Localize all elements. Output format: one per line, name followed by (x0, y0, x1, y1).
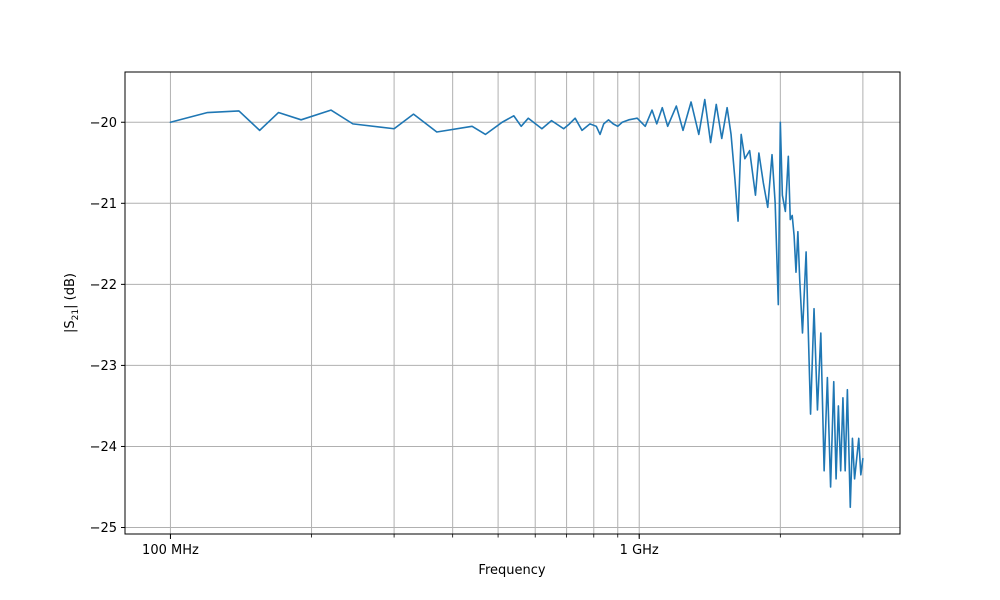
plot-frame (124, 71, 901, 535)
y-tick-label: −24 (90, 440, 117, 455)
x-tick-label: 100 MHz (142, 543, 199, 558)
x-tick-label: 1 GHz (620, 543, 659, 558)
x-axis-label: Frequency (478, 563, 545, 578)
plot-area (125, 72, 900, 534)
series-layer (169, 98, 864, 509)
y-tick-label: −23 (90, 359, 117, 374)
ticks: −20 −21 −22 −23 −24 −25 100 MHz 1 GHz (90, 116, 864, 558)
y-tick-label: −22 (90, 278, 117, 293)
y-axis-label-suffix: | (dB) (63, 273, 78, 309)
grid (125, 72, 900, 534)
y-axis-label-subscript: 21 (71, 309, 81, 320)
y-axis-label-prefix: |S (63, 320, 78, 333)
y-tick-label: −25 (90, 521, 117, 536)
y-tick-label: −21 (90, 197, 117, 212)
series-line (169, 98, 864, 509)
y-axis-label: |S21| (dB) (63, 273, 81, 333)
y-tick-label: −20 (90, 116, 117, 131)
